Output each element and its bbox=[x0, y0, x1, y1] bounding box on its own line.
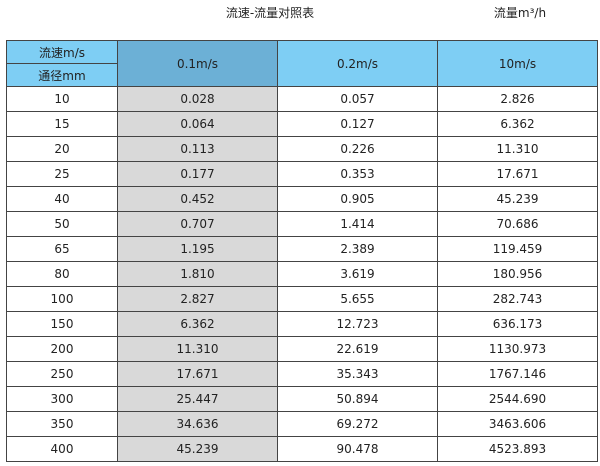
flow-cell: 180.956 bbox=[437, 261, 598, 287]
flow-cell: 12.723 bbox=[277, 311, 438, 337]
flow-cell: 0.127 bbox=[277, 111, 438, 137]
flow-cell: 0.028 bbox=[117, 86, 278, 112]
diameter-cell: 25 bbox=[6, 161, 118, 187]
flow-cell: 0.113 bbox=[117, 136, 278, 162]
flow-cell: 1.195 bbox=[117, 236, 278, 262]
diameter-cell: 40 bbox=[6, 186, 118, 212]
flow-cell: 17.671 bbox=[437, 161, 598, 187]
diameter-cell: 15 bbox=[6, 111, 118, 137]
flow-cell: 50.894 bbox=[277, 386, 438, 412]
table-row: 350 34.636 69.272 3463.606 bbox=[6, 411, 598, 437]
flow-cell: 1130.973 bbox=[437, 336, 598, 362]
table-row: 10 0.028 0.057 2.826 bbox=[6, 86, 598, 112]
flow-cell: 90.478 bbox=[277, 436, 438, 462]
table-row: 20 0.113 0.226 11.310 bbox=[6, 136, 598, 162]
flow-cell: 34.636 bbox=[117, 411, 278, 437]
diameter-cell: 250 bbox=[6, 361, 118, 387]
flow-cell: 25.447 bbox=[117, 386, 278, 412]
column-header[interactable]: 0.1m/s bbox=[117, 40, 278, 87]
flow-cell: 11.310 bbox=[117, 336, 278, 362]
diameter-cell: 65 bbox=[6, 236, 118, 262]
flow-cell: 70.686 bbox=[437, 211, 598, 237]
header-row: 通径mm bbox=[6, 63, 598, 87]
flow-cell: 2.827 bbox=[117, 286, 278, 312]
flow-cell: 4523.893 bbox=[437, 436, 598, 462]
flow-cell: 0.905 bbox=[277, 186, 438, 212]
flow-cell: 0.057 bbox=[277, 86, 438, 112]
diameter-cell: 50 bbox=[6, 211, 118, 237]
flow-cell: 45.239 bbox=[117, 436, 278, 462]
flow-cell: 69.272 bbox=[277, 411, 438, 437]
diameter-cell: 80 bbox=[6, 261, 118, 287]
diameter-cell: 300 bbox=[6, 386, 118, 412]
table-row: 15 0.064 0.127 6.362 bbox=[6, 111, 598, 137]
flow-cell: 1767.146 bbox=[437, 361, 598, 387]
flow-cell: 2.389 bbox=[277, 236, 438, 262]
flow-cell: 5.655 bbox=[277, 286, 438, 312]
table-row: 50 0.707 1.414 70.686 bbox=[6, 211, 598, 237]
table-row: 80 1.810 3.619 180.956 bbox=[6, 261, 598, 287]
flow-cell: 17.671 bbox=[117, 361, 278, 387]
diameter-cell: 10 bbox=[6, 86, 118, 112]
table-row: 40 0.452 0.905 45.239 bbox=[6, 186, 598, 212]
diameter-cell: 100 bbox=[6, 286, 118, 312]
flow-cell: 0.452 bbox=[117, 186, 278, 212]
velocity-header: 流速m/s bbox=[6, 40, 118, 64]
diameter-cell: 200 bbox=[6, 336, 118, 362]
diameter-cell: 20 bbox=[6, 136, 118, 162]
flow-cell: 22.619 bbox=[277, 336, 438, 362]
diameter-cell: 400 bbox=[6, 436, 118, 462]
flow-cell: 35.343 bbox=[277, 361, 438, 387]
column-header[interactable]: 0.2m/s bbox=[277, 40, 438, 87]
flow-cell: 3463.606 bbox=[437, 411, 598, 437]
flow-cell: 2.826 bbox=[437, 86, 598, 112]
table-row: 25 0.177 0.353 17.671 bbox=[6, 161, 598, 187]
flow-cell: 282.743 bbox=[437, 286, 598, 312]
header-row: 流速m/s 0.1m/s 0.2m/s 10m/s bbox=[6, 40, 598, 87]
table-row: 300 25.447 50.894 2544.690 bbox=[6, 386, 598, 412]
flow-cell: 3.619 bbox=[277, 261, 438, 287]
table-row: 150 6.362 12.723 636.173 bbox=[6, 311, 598, 337]
flow-cell: 6.362 bbox=[117, 311, 278, 337]
diameter-cell: 350 bbox=[6, 411, 118, 437]
flow-cell: 45.239 bbox=[437, 186, 598, 212]
table-row: 400 45.239 90.478 4523.893 bbox=[6, 436, 598, 462]
diameter-cell: 150 bbox=[6, 311, 118, 337]
flow-cell: 2544.690 bbox=[437, 386, 598, 412]
table-row: 65 1.195 2.389 119.459 bbox=[6, 236, 598, 262]
flow-cell: 0.707 bbox=[117, 211, 278, 237]
table-row: 200 11.310 22.619 1130.973 bbox=[6, 336, 598, 362]
unit-label: 流量m³/h bbox=[493, 6, 547, 20]
velocity-flow-table: 流速m/s 0.1m/s 0.2m/s 10m/s 通径mm 10 0.028 0.… bbox=[6, 40, 598, 462]
diameter-header: 通径mm bbox=[6, 63, 118, 87]
column-header[interactable]: 10m/s bbox=[437, 40, 598, 87]
table-title: 流速-流量对照表 bbox=[225, 6, 315, 20]
flow-cell: 1.810 bbox=[117, 261, 278, 287]
flow-cell: 0.353 bbox=[277, 161, 438, 187]
flow-cell: 0.177 bbox=[117, 161, 278, 187]
flow-cell: 1.414 bbox=[277, 211, 438, 237]
flow-cell: 119.459 bbox=[437, 236, 598, 262]
flow-cell: 11.310 bbox=[437, 136, 598, 162]
flow-cell: 0.226 bbox=[277, 136, 438, 162]
flow-cell: 0.064 bbox=[117, 111, 278, 137]
table-row: 100 2.827 5.655 282.743 bbox=[6, 286, 598, 312]
table-row: 250 17.671 35.343 1767.146 bbox=[6, 361, 598, 387]
flow-cell: 6.362 bbox=[437, 111, 598, 137]
flow-cell: 636.173 bbox=[437, 311, 598, 337]
